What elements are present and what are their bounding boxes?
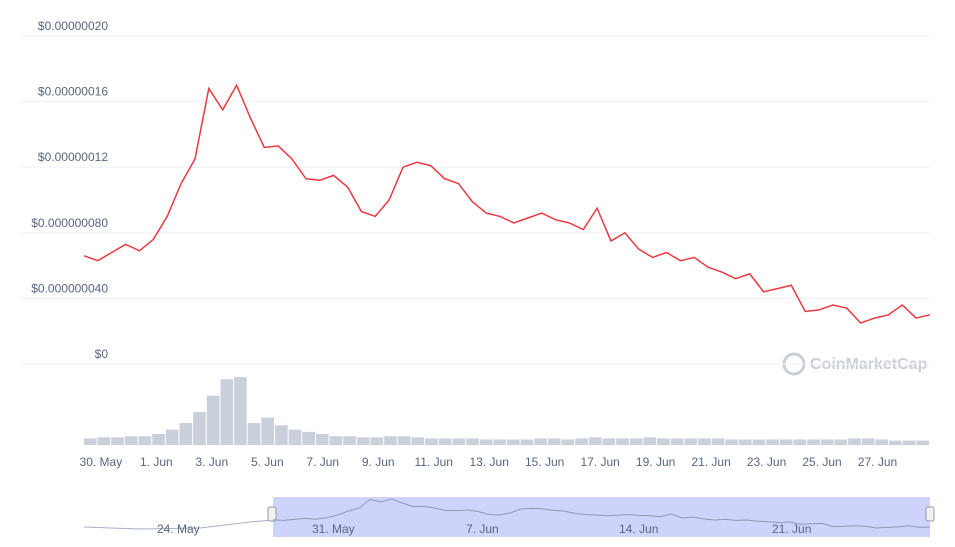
volume-bar [588,437,602,445]
volume-bar [234,377,247,445]
volume-bar [384,436,397,445]
volume-bar [111,437,124,445]
navigator-selection [273,497,930,537]
navigator-handle[interactable] [925,506,935,522]
volume-bar [643,437,657,445]
volume-bar [698,438,711,445]
x-tick-label: 7. Jun [306,455,339,469]
volume-bar [288,429,302,445]
volume-bar [616,438,629,445]
volume-bar [711,438,725,445]
volume-bar [343,436,356,445]
volume-bar [779,439,793,445]
x-tick-label: 9. Jun [362,455,395,469]
volume-bar [193,412,206,445]
navigator-label: 21. Jun [772,522,811,536]
y-tick-label: $0.00000012 [38,150,108,164]
navigator-label: 7. Jun [466,522,499,536]
volume-bar [97,437,111,445]
volume-bar [275,425,288,445]
volume-bar [752,439,766,445]
volume-bar [452,438,466,445]
volume-bar [165,429,179,445]
volume-bar [534,438,547,445]
volume-bar [629,438,643,445]
y-tick-label: $0.000000040 [31,281,108,295]
volume-bar [793,439,807,445]
volume-bar [520,439,534,445]
x-tick-label: 19. Jun [636,455,675,469]
volume-bar [152,434,165,445]
volume-bar [834,439,848,445]
volume-bar [493,439,506,445]
volume-bar [179,423,193,445]
x-tick-label: 30. May [80,455,123,469]
volume-bar [220,379,234,445]
navigator-label: 31. May [312,522,355,536]
volume-bar [657,438,670,445]
x-tick-label: 23. Jun [747,455,786,469]
volume-bar [206,395,220,445]
volume-bar [889,440,902,445]
x-tick-label: 13. Jun [470,455,509,469]
volume-bar [397,436,411,445]
volume-bar [479,439,493,445]
volume-bar [875,439,889,445]
navigator-line [272,498,931,529]
volume-bar [820,439,834,445]
volume-bar [861,438,875,445]
volume-bar [575,438,588,445]
navigator-label: 14. Jun [619,522,658,536]
x-tick-label: 3. Jun [195,455,228,469]
y-tick-label: $0.00000020 [38,19,108,33]
volume-bar [507,439,520,445]
navigator-label: 24. May [157,522,200,536]
volume-bar [670,438,684,445]
volume-bar [356,437,370,445]
volume-bar [547,438,561,445]
volume-bar [684,438,698,445]
volume-bar [247,423,261,445]
volume-bar [916,440,929,445]
x-tick-label: 1. Jun [140,455,173,469]
volume-bar [766,439,779,445]
volume-bar [602,438,616,445]
volume-bar [329,436,343,445]
volume-bar [902,440,916,445]
volume-bar [315,434,329,445]
navigator [83,497,935,537]
volume-bar [807,439,820,445]
volume-bar [425,438,438,445]
volume-bar [848,438,861,445]
x-tick-label: 25. Jun [802,455,841,469]
volume-bar [438,438,452,445]
volume-bar [738,439,752,445]
volume-bar [370,437,384,445]
volume-bar [302,431,315,445]
volume-bar [725,439,738,445]
volume-bar [138,436,152,445]
volume-bar [124,436,138,445]
navigator-handle[interactable] [267,506,277,522]
x-tick-label: 11. Jun [414,455,452,469]
x-tick-label: 15. Jun [525,455,564,469]
x-tick-label: 21. Jun [691,455,730,469]
volume-bar [84,438,97,445]
volume-bar [466,438,479,445]
volume-bar [561,439,575,445]
price-line [83,83,931,324]
volume-bar [411,437,425,445]
x-tick-label: 17. Jun [580,455,619,469]
navigator-history [83,519,274,530]
y-tick-label: $0.000000080 [31,216,108,230]
y-tick-label: $0 [95,347,109,361]
x-tick-label: 27. Jun [858,455,897,469]
y-tick-label: $0.00000016 [38,85,108,99]
x-tick-label: 5. Jun [251,455,284,469]
volume-bar [261,417,275,445]
